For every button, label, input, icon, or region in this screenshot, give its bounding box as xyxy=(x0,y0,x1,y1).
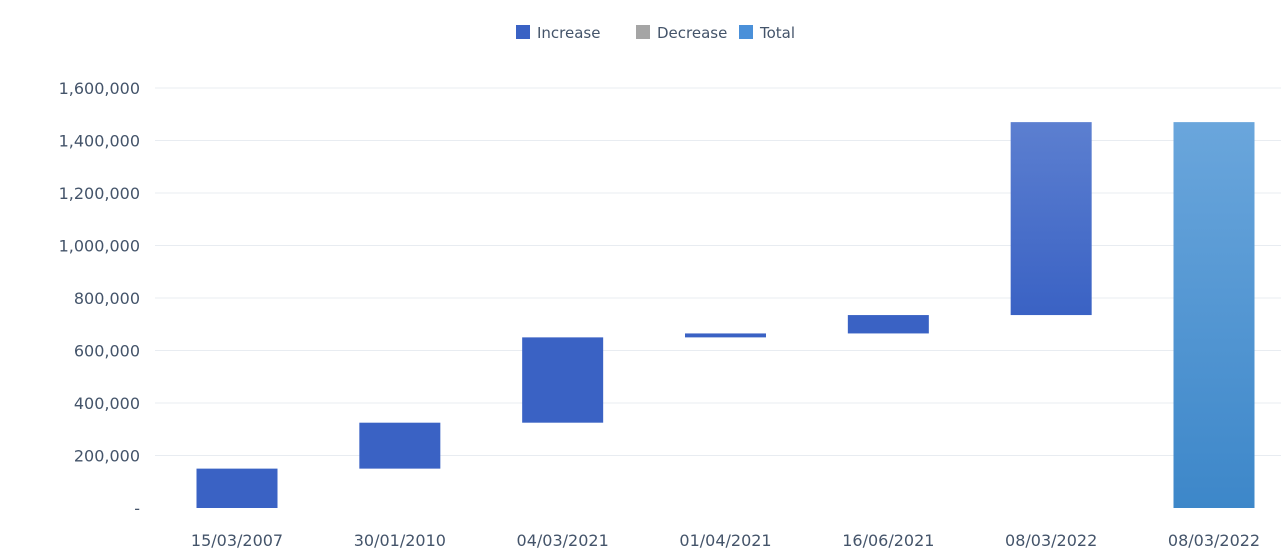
y-tick-label: 1,200,000 xyxy=(59,184,140,203)
x-tick-label: 16/06/2021 xyxy=(842,531,934,550)
x-tick-label: 01/04/2021 xyxy=(679,531,771,550)
legend-label-decrease: Decrease xyxy=(657,24,727,42)
legend-label-total: Total xyxy=(759,24,795,42)
x-tick-label: 04/03/2021 xyxy=(517,531,609,550)
x-tick-label: 08/03/2022 xyxy=(1005,531,1097,550)
chart-legend: Increase Decrease Total xyxy=(516,24,795,42)
legend-swatch-total xyxy=(739,25,753,39)
x-tick-label: 08/03/2022 xyxy=(1168,531,1260,550)
y-tick-label: 1,000,000 xyxy=(59,237,140,256)
y-axis: - 200,000 400,000 600,000 800,000 1,000,000 1,… xyxy=(59,79,140,518)
bar-increase-2 xyxy=(522,337,604,423)
legend-swatch-decrease xyxy=(636,25,650,39)
bar-increase-5 xyxy=(1010,122,1092,316)
legend-label-increase: Increase xyxy=(537,24,600,42)
y-tick-label: 600,000 xyxy=(74,342,140,361)
grid-lines xyxy=(155,87,1281,456)
y-tick-label: 400,000 xyxy=(74,394,140,413)
legend-swatch-increase xyxy=(516,25,530,39)
bars xyxy=(196,122,1255,508)
y-tick-label: 1,400,000 xyxy=(59,132,140,151)
y-tick-label: - xyxy=(134,499,140,518)
bar-increase-1 xyxy=(359,422,441,469)
x-axis: 15/03/2007 30/01/2010 04/03/2021 01/04/2021… xyxy=(191,531,1260,550)
bar-increase-3 xyxy=(685,333,766,338)
x-tick-label: 15/03/2007 xyxy=(191,531,283,550)
x-tick-label: 30/01/2010 xyxy=(354,531,446,550)
y-tick-label: 1,600,000 xyxy=(59,79,140,98)
bar-increase-0 xyxy=(196,468,278,508)
y-tick-label: 800,000 xyxy=(74,289,140,308)
y-tick-label: 200,000 xyxy=(74,447,140,466)
bar-increase-4 xyxy=(847,315,929,334)
bar-total-6 xyxy=(1173,122,1255,508)
